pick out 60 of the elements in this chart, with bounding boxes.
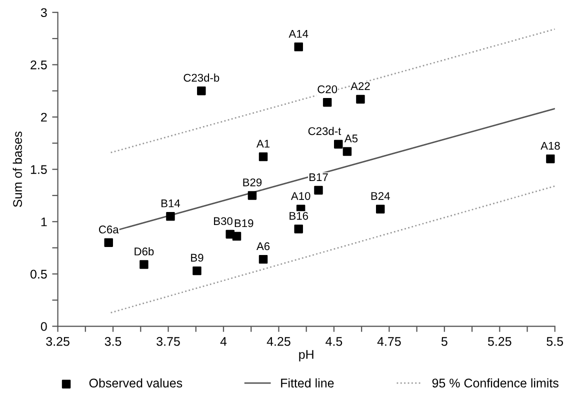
annotation: B19 (234, 219, 254, 228)
y-tick-label: 1 (41, 218, 47, 226)
x-tick-label: 3.25 (46, 337, 70, 346)
annotation: A14 (288, 30, 308, 38)
annotation: B24 (371, 192, 390, 200)
x-tick-label: 4.5 (326, 337, 342, 346)
x-tick-label: 3.5 (104, 337, 122, 346)
point (166, 212, 175, 221)
point (197, 86, 206, 96)
annotation: A18 (540, 142, 560, 150)
annotation: B9 (191, 254, 204, 262)
y-tick-label: 2 (41, 112, 47, 122)
point (248, 191, 257, 200)
legend-label: Fitted line (281, 378, 334, 388)
y-tick-label: 2.5 (30, 60, 47, 70)
x-axis-title: pH (299, 350, 314, 362)
annotation: A22 (350, 82, 370, 90)
annotation: B17 (310, 173, 328, 182)
point (342, 147, 352, 156)
annotation: C23d-b (184, 74, 220, 82)
point (232, 232, 242, 241)
point (376, 204, 385, 214)
annotation: B16 (290, 212, 308, 220)
point (258, 152, 268, 162)
y-tick-label: 0.5 (30, 270, 47, 279)
y-axis-title: Sum of bases (12, 132, 22, 207)
point (356, 94, 365, 104)
x-tick-label: 4.25 (266, 337, 290, 346)
point (140, 260, 148, 269)
annotation: A10 (290, 192, 310, 200)
point (104, 238, 113, 247)
annotation: C20 (318, 85, 338, 94)
x-tick-label: 4 (220, 337, 227, 346)
legend-label: 95 % Confidence limits (432, 378, 558, 388)
x-tick-label: 3.75 (156, 337, 180, 346)
point (294, 42, 303, 52)
annotation: B29 (243, 178, 262, 186)
annotation: B14 (162, 200, 180, 208)
point (314, 186, 323, 195)
x-tick-label: 5.5 (546, 337, 564, 346)
y-tick-label: 0 (40, 322, 47, 331)
point (192, 266, 202, 276)
x-tick-label: 5 (441, 337, 448, 346)
y-tick-label: 3 (40, 8, 47, 18)
annotation: D6b (134, 247, 154, 256)
annotation: C6a (98, 226, 119, 234)
point (294, 224, 303, 234)
point (546, 154, 555, 164)
x-tick-label: 5.25 (488, 337, 512, 346)
point (334, 140, 343, 149)
point (322, 98, 332, 107)
x-tick-label: 4.75 (377, 337, 401, 346)
annotation: A6 (256, 242, 270, 250)
point (258, 254, 268, 264)
legend-label: Observed values (89, 378, 182, 388)
annotation: A1 (256, 140, 270, 148)
annotation: A5 (344, 134, 358, 142)
annotation: B30 (214, 217, 232, 226)
annotation: C23d-t (308, 126, 342, 136)
y-tick-label: 1.5 (30, 165, 47, 174)
